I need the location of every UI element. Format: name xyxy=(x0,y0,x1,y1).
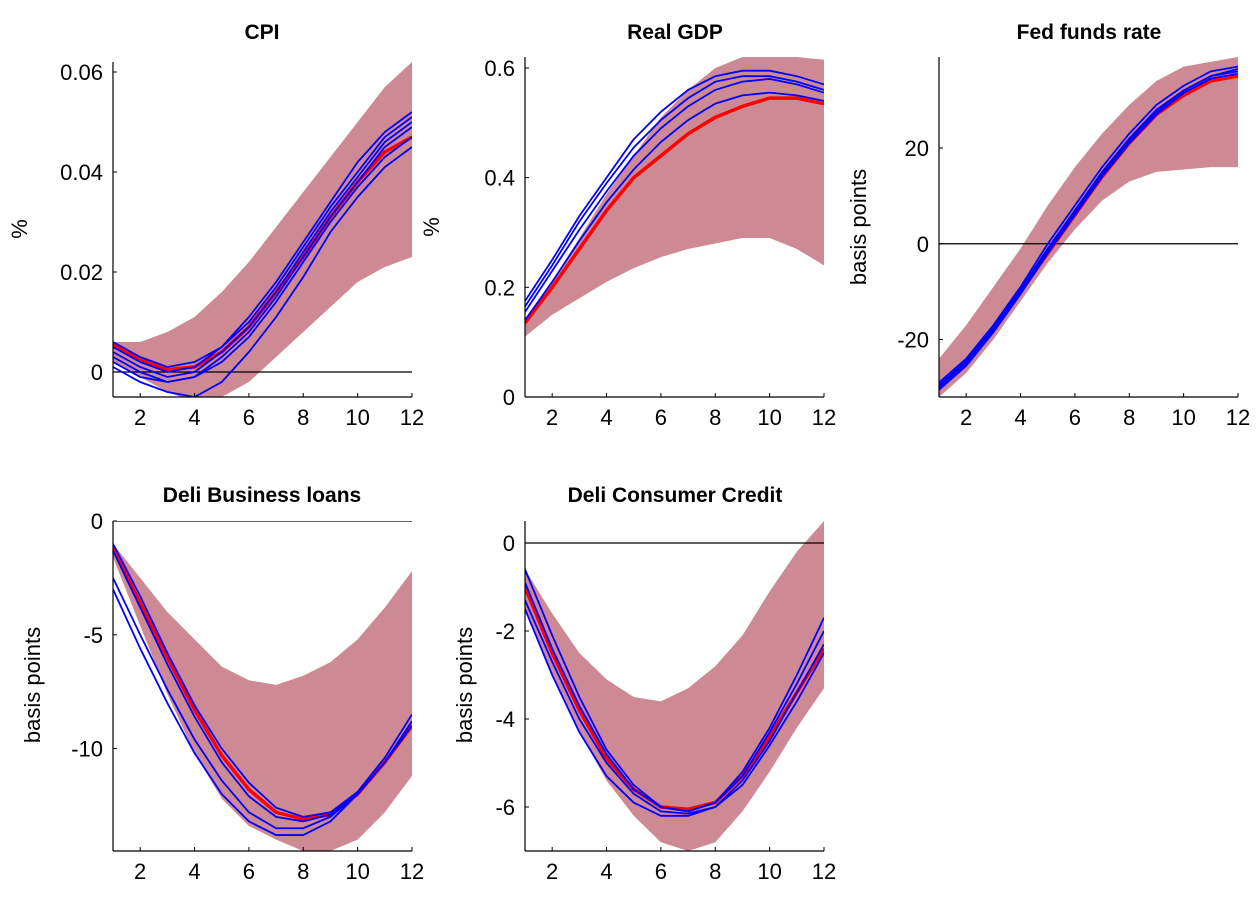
draw-line-4 xyxy=(939,72,1238,391)
y-axis-label: % xyxy=(419,217,444,237)
x-tick-label: 8 xyxy=(709,859,721,884)
y-axis-label: basis points xyxy=(452,627,477,743)
confidence-band xyxy=(113,543,412,851)
y-tick-label: -6 xyxy=(495,795,515,820)
y-tick-label: -4 xyxy=(495,707,515,732)
median-line xyxy=(525,586,824,811)
draw-line-3 xyxy=(525,78,824,313)
x-tick-label: 6 xyxy=(243,405,255,430)
x-tick-label: 12 xyxy=(400,405,424,430)
confidence-band xyxy=(939,57,1238,397)
draw-line-4 xyxy=(525,608,824,817)
x-tick-label: 2 xyxy=(546,405,558,430)
y-tick-label: 0 xyxy=(91,360,103,385)
panel-title: Fed funds rate xyxy=(1017,21,1162,44)
plot-area xyxy=(113,62,412,397)
panel-cpi: 2 4 6 8 10 12 0 0.02 0.04 0.06 CPI % xyxy=(7,21,424,430)
y-tick-label: 0 xyxy=(917,232,929,257)
x-tick-label: 4 xyxy=(600,859,612,884)
x-tick-label: 8 xyxy=(709,405,721,430)
draw-line-2 xyxy=(525,75,824,308)
x-tick-label: 6 xyxy=(1069,405,1081,430)
x-tick-label: 2 xyxy=(960,405,972,430)
y-tick-label: -2 xyxy=(495,619,515,644)
x-tick-label: 4 xyxy=(188,859,200,884)
x-tick-label: 10 xyxy=(345,405,369,430)
y-axis-label: basis points xyxy=(20,627,45,743)
y-tick-label: 0.02 xyxy=(60,260,103,285)
draw-line-6 xyxy=(113,146,412,397)
x-tick-label: 6 xyxy=(655,405,667,430)
plot-area xyxy=(939,57,1238,397)
x-tick-label: 2 xyxy=(546,859,558,884)
y-tick-label: 0.04 xyxy=(60,160,103,185)
x-tick-label: 2 xyxy=(134,859,146,884)
draw-line-4 xyxy=(525,91,824,321)
x-tick-label: 8 xyxy=(1123,405,1135,430)
panel-title: CPI xyxy=(244,21,279,44)
draw-line-4 xyxy=(113,588,412,836)
x-tick-label: 10 xyxy=(757,405,781,430)
draw-line-1 xyxy=(939,65,1238,384)
draw-line-3 xyxy=(113,121,412,378)
y-tick-label: -10 xyxy=(71,737,103,762)
plot-area xyxy=(525,57,824,337)
y-tick-label: 0.4 xyxy=(484,166,515,191)
draw-line-1 xyxy=(525,69,824,302)
y-tick-label: 0.06 xyxy=(60,60,103,85)
panel-fed-funds-rate: 2 4 6 8 10 12 -20 0 20 Fed funds rate basis poin… xyxy=(846,21,1250,430)
x-tick-label: 4 xyxy=(1014,405,1026,430)
y-tick-label: 0.6 xyxy=(484,56,515,81)
draw-line-3 xyxy=(525,599,824,815)
x-tick-label: 12 xyxy=(812,405,836,430)
x-tick-label: 8 xyxy=(297,859,309,884)
y-tick-label: 0 xyxy=(503,385,515,410)
draw-line-5 xyxy=(113,136,412,383)
y-tick-label: 0 xyxy=(503,531,515,556)
x-tick-label: 8 xyxy=(297,405,309,430)
y-tick-label: 20 xyxy=(905,136,929,161)
x-tick-label: 2 xyxy=(134,405,146,430)
confidence-band xyxy=(113,62,412,397)
y-tick-label: -20 xyxy=(897,328,929,353)
panel-real-gdp: 2 4 6 8 10 12 0 0.2 0.4 0.6 Real GDP % xyxy=(419,21,836,430)
x-tick-label: 10 xyxy=(345,859,369,884)
x-tick-label: 4 xyxy=(600,405,612,430)
median-line xyxy=(525,96,824,325)
panel-title: Deli Consumer Credit xyxy=(568,484,783,507)
y-axis-label: % xyxy=(7,219,32,239)
x-tick-label: 10 xyxy=(757,859,781,884)
plot-area xyxy=(525,521,824,851)
y-tick-label: -5 xyxy=(83,623,103,648)
panel-deli-consumer-credit: 2 4 6 8 10 12 -6 -4 -2 0 Deli Consumer Credit bas… xyxy=(452,484,836,884)
y-tick-label: 0 xyxy=(91,509,103,534)
panel-deli-business-loans: 2 4 6 8 10 12 -10 -5 0 Deli Business loans basis… xyxy=(20,484,424,884)
panel-title: Real GDP xyxy=(627,21,723,44)
draw-line-2 xyxy=(113,116,412,373)
x-tick-label: 12 xyxy=(1226,405,1250,430)
x-tick-label: 12 xyxy=(812,859,836,884)
panel-title: Deli Business loans xyxy=(163,484,361,507)
confidence-band xyxy=(525,57,824,337)
draw-line-3 xyxy=(939,70,1238,389)
draw-line-1 xyxy=(113,543,412,818)
x-tick-label: 6 xyxy=(243,859,255,884)
x-tick-label: 12 xyxy=(400,859,424,884)
y-tick-label: 0.2 xyxy=(484,275,515,300)
x-tick-label: 6 xyxy=(655,859,667,884)
draw-line-1 xyxy=(113,111,412,368)
x-tick-label: 4 xyxy=(188,405,200,430)
y-axis-label: basis points xyxy=(846,169,871,285)
x-tick-label: 10 xyxy=(1171,405,1195,430)
draw-line-2 xyxy=(525,582,824,813)
plot-area xyxy=(113,521,412,851)
